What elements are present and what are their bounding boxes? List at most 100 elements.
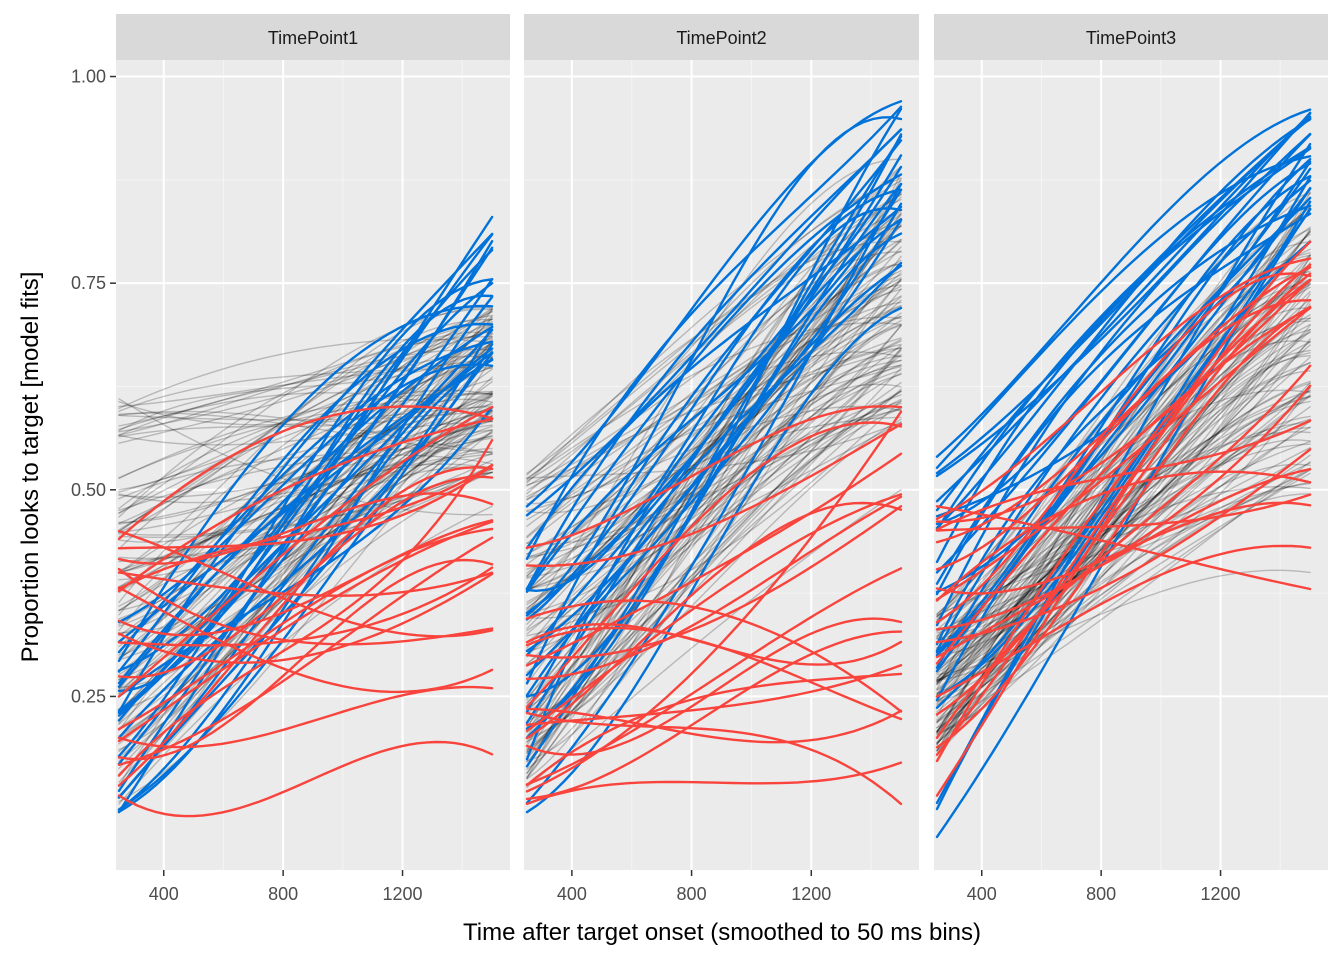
series-line-high (525, 219, 903, 677)
series-line-other (118, 395, 493, 438)
series-line-other (936, 293, 1311, 740)
facet-strip-label: TimePoint2 (676, 28, 766, 48)
series-line-other (526, 173, 902, 484)
series-line-low (117, 536, 494, 766)
series-line-other (526, 305, 902, 577)
series-line-high (117, 233, 494, 672)
y-tick-label: 0.50 (71, 480, 106, 500)
series-line-other (118, 355, 493, 493)
series-line-other (526, 208, 902, 476)
series-line-other (936, 421, 1311, 686)
series-line-other (118, 308, 493, 603)
series-line-other (526, 250, 902, 621)
series-line-other (526, 340, 902, 665)
series-line-high (117, 304, 494, 663)
series-line-high (935, 160, 1312, 673)
series-line-high (935, 132, 1312, 627)
series-line-low (117, 492, 494, 565)
x-tick-label: 400 (557, 884, 587, 904)
series-line-low (935, 493, 1312, 532)
series-line-other (936, 307, 1311, 734)
series-line-high (935, 117, 1312, 475)
series-line-other (526, 178, 902, 778)
series-line-high (935, 118, 1312, 530)
series-line-other (936, 462, 1311, 721)
series-line-low (117, 529, 494, 638)
series-line-other (118, 412, 493, 454)
series-line-low (935, 544, 1312, 698)
series-line-high (525, 202, 903, 697)
series-line-other (118, 415, 493, 571)
series-line-other (936, 443, 1311, 673)
x-tick-label: 1200 (1201, 884, 1241, 904)
series-line-low (117, 520, 494, 743)
series-line-other (526, 255, 902, 760)
series-line-high (525, 264, 903, 653)
series-line-other (526, 315, 902, 625)
series-line-low (525, 501, 903, 740)
series-line-low (117, 527, 494, 731)
facet-strip (934, 14, 1328, 60)
series-line-other (118, 505, 493, 805)
series-line-low (935, 470, 1312, 602)
series-line-low (935, 306, 1312, 665)
series-line-other (526, 343, 902, 545)
series-line-high (525, 128, 903, 517)
x-tick-label: 1200 (791, 884, 831, 904)
series-line-low (935, 448, 1312, 644)
series-line-other (936, 396, 1311, 656)
series-line-other (526, 166, 902, 591)
series-line-other (526, 347, 902, 558)
series-line-other (118, 465, 493, 729)
facet-panel-3: TimePoint3 (934, 14, 1328, 870)
series-line-other (118, 403, 493, 574)
series-line-other (936, 330, 1311, 708)
series-line-high (525, 105, 903, 560)
series-line-other (526, 337, 902, 514)
series-line-other (526, 240, 902, 474)
series-line-low (525, 630, 903, 801)
series-line-low (935, 257, 1312, 521)
facet-panel-1: TimePoint1 (116, 14, 510, 870)
series-line-high (525, 128, 903, 591)
series-line-high (525, 173, 903, 590)
series-line-other (526, 364, 902, 712)
series-line-high (935, 179, 1312, 652)
series-line-other (118, 368, 493, 692)
series-line-low (935, 505, 1312, 591)
series-line-low (117, 571, 494, 597)
series-line-other (118, 391, 493, 533)
series-line-low (935, 278, 1312, 763)
series-line-other (526, 279, 902, 751)
y-axis: 0.25 0.50 0.75 1.00 (71, 67, 116, 706)
series-line-low (117, 466, 494, 787)
x-tick-label: 800 (268, 884, 298, 904)
series-line-other (118, 332, 493, 588)
series-line-low (117, 439, 494, 777)
series-line-high (117, 325, 494, 799)
series-line-other (118, 435, 493, 500)
y-tick-label: 1.00 (71, 67, 106, 87)
series-line-other (936, 248, 1311, 734)
series-line-other (118, 321, 493, 436)
series-line-other (118, 348, 493, 436)
series-line-low (525, 707, 903, 744)
series-line-other (118, 420, 493, 498)
series-line-low (935, 364, 1312, 739)
series-line-low (525, 711, 903, 806)
facet-strip (116, 14, 510, 60)
axes-layer: 400 800 1200 400 800 1200 400 800 12000.250.500.… (71, 67, 1241, 904)
x-tick-label: 400 (149, 884, 179, 904)
series-line-other (526, 296, 902, 594)
series-line-low (525, 405, 903, 549)
y-tick-label: 0.25 (71, 686, 106, 706)
series-line-other (936, 317, 1311, 625)
series-line-other (526, 398, 902, 755)
series-line-other (526, 288, 902, 754)
series-line-other (526, 239, 902, 492)
series-line-other (118, 393, 493, 616)
series-line-other (936, 380, 1311, 654)
series-line-other (118, 424, 493, 661)
series-line-high (935, 111, 1312, 478)
